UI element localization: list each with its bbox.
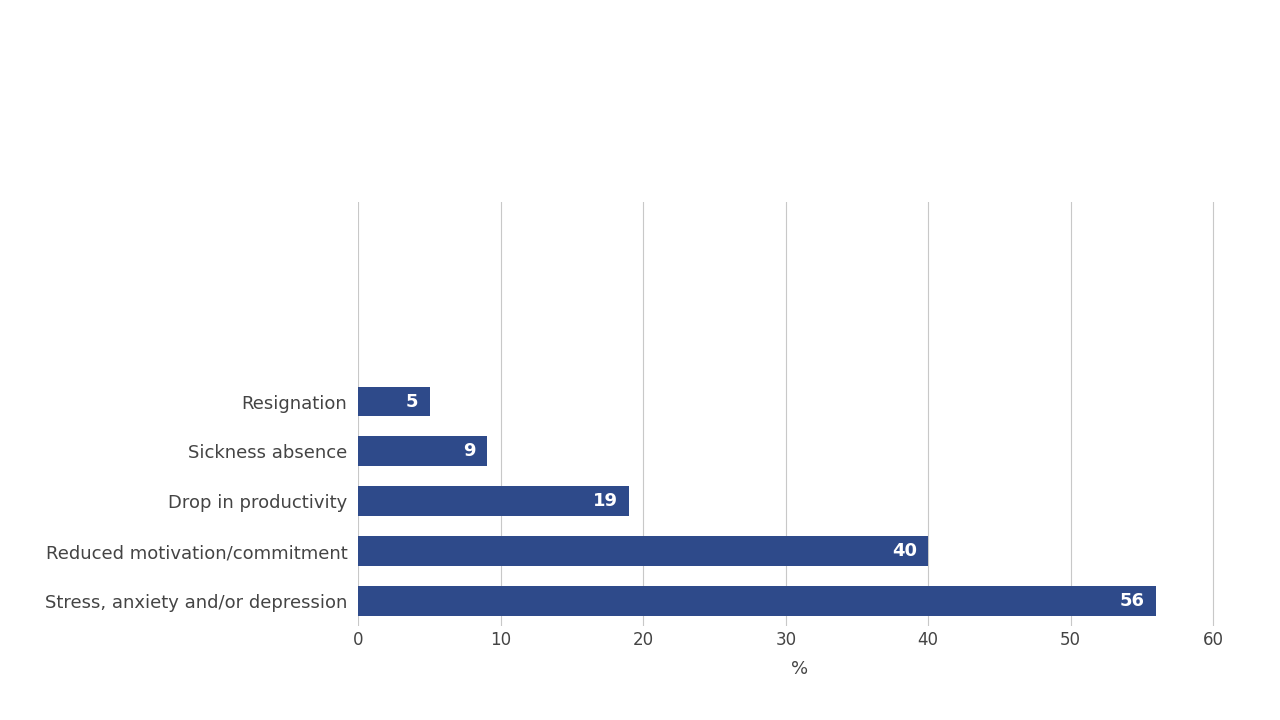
X-axis label: %: % bbox=[791, 660, 809, 678]
Bar bbox=[358, 586, 1156, 616]
Text: 19: 19 bbox=[593, 492, 618, 510]
Text: 56: 56 bbox=[1120, 593, 1144, 611]
Bar bbox=[358, 536, 928, 567]
Text: 40: 40 bbox=[892, 542, 916, 560]
Text: 5: 5 bbox=[406, 392, 419, 410]
Bar bbox=[358, 387, 430, 416]
Text: 9: 9 bbox=[462, 443, 475, 461]
Bar bbox=[358, 436, 486, 467]
Bar bbox=[358, 487, 628, 516]
